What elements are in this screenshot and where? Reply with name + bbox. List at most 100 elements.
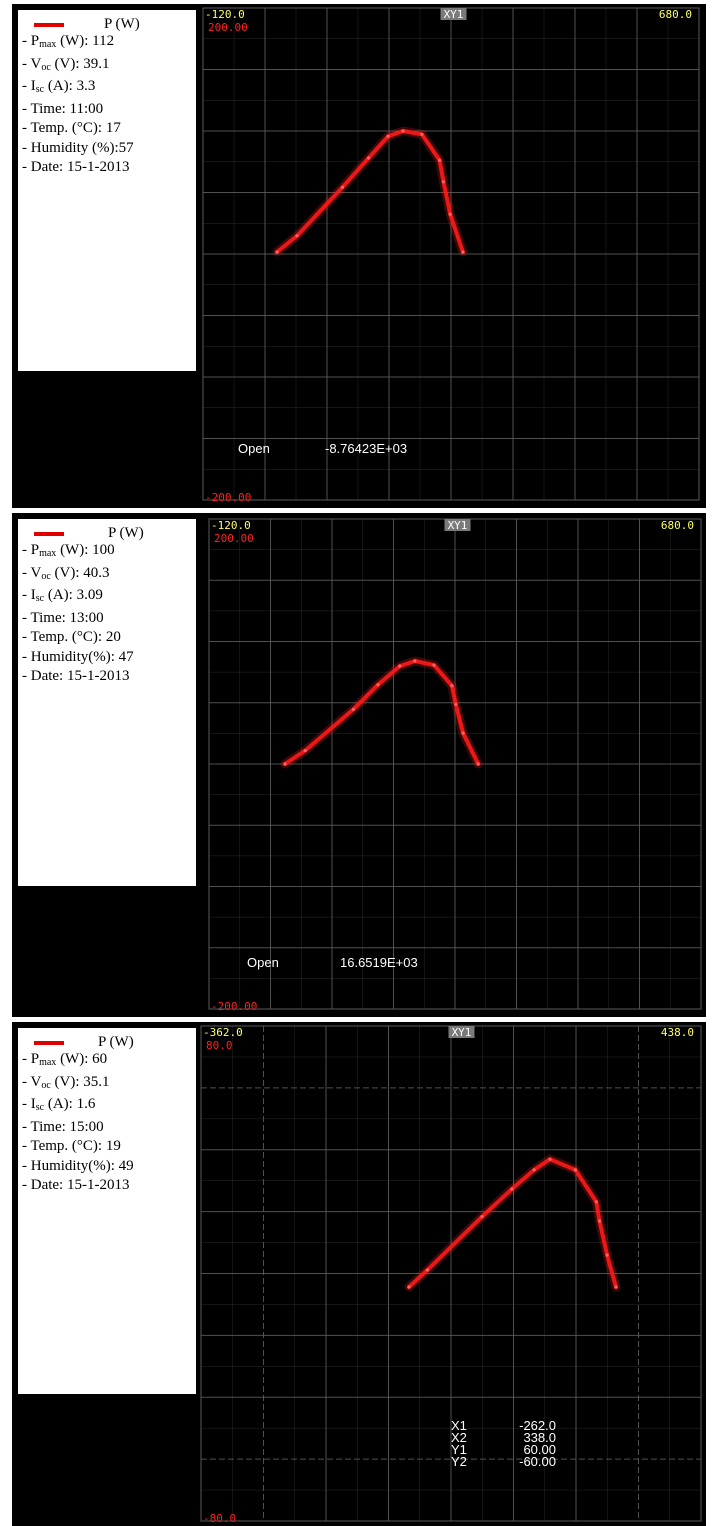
legend-item-value: (A): 3.3 <box>44 78 96 94</box>
readout-label: Y1 <box>451 1442 467 1457</box>
legend-swatch <box>34 1041 64 1045</box>
plot-svg: -362.0 438.0 XY1 80.0 -80.0 X1 -262.0 X2 338.0 Y1… <box>199 1024 704 1524</box>
legend-item-subscript: oc <box>41 570 51 582</box>
legend-item-prefix: - I <box>22 78 36 94</box>
readout-label: X2 <box>451 1430 467 1445</box>
legend-item-prefix: - I <box>22 587 36 603</box>
legend-item-prefix: - Temp. (°C): 17 <box>22 120 121 136</box>
legend-item-value: (V): 39.1 <box>50 55 110 72</box>
trace-point <box>548 1157 552 1161</box>
trace-point <box>401 129 405 133</box>
label-background <box>448 1026 475 1038</box>
oscilloscope-screen: -120.0 680.0 XY1 200.00 -200.00 Open -8.76423E… <box>201 6 702 503</box>
legend-item: - Isc (A): 1.6 <box>22 1095 196 1118</box>
legend-item: - Humidity (%):57 <box>22 139 196 159</box>
axis-label: 680.0 <box>661 519 694 532</box>
legend-item-subscript: sc <box>35 84 45 95</box>
axis-label: 80.0 <box>206 1039 233 1052</box>
legend-item: - Date: 15-1-2013 <box>22 667 196 687</box>
axis-label: 438.0 <box>661 1026 694 1039</box>
legend-item: - Time: 15:00 <box>22 1118 196 1138</box>
readout-value: 338.0 <box>523 1430 556 1445</box>
legend-item-prefix: - Date: 15-1-2013 <box>22 668 130 684</box>
oscilloscope-screen: -120.0 680.0 XY1 200.00 -200.00 Open 16.6519E+… <box>207 517 704 1012</box>
legend-box: P (W) - Pmax (W): 100- Voc (V): 40.3- Is… <box>18 519 196 886</box>
trace-point <box>605 1253 609 1257</box>
legend-box: P (W) - Pmax (W): 112- Voc (V): 39.1- Is… <box>18 10 196 371</box>
axis-label: XY1 <box>448 519 468 532</box>
legend-item: - Pmax (W): 112 <box>22 32 196 55</box>
legend-list: - Pmax (W): 100- Voc (V): 40.3- Isc (A):… <box>18 541 196 687</box>
legend-box: P (W) - Pmax (W): 60- Voc (V): 35.1- Isc… <box>18 1028 196 1394</box>
legend-item: - Temp. (°C): 19 <box>22 1137 196 1157</box>
legend-item: - Isc (A): 3.3 <box>22 77 196 100</box>
trace-point <box>367 156 371 160</box>
readout-label: Y2 <box>451 1454 467 1469</box>
trace-point <box>510 1187 514 1191</box>
readout-value: -8.76423E+03 <box>325 441 407 456</box>
legend-item-prefix: - Date: 15-1-2013 <box>22 1177 130 1193</box>
legend-item-subscript: sc <box>35 1102 45 1113</box>
axis-label: -362.0 <box>203 1026 243 1039</box>
readout-value: 16.6519E+03 <box>340 955 418 970</box>
trace-point <box>413 659 417 663</box>
legend-item-subscript: sc <box>35 593 45 604</box>
trace-point <box>461 731 465 735</box>
legend-item: - Date: 15-1-2013 <box>22 1176 196 1196</box>
legend-series-label: P (W) <box>104 16 140 32</box>
legend-item-value: (A): 1.6 <box>44 1096 96 1112</box>
legend-item-prefix: - P <box>22 33 40 49</box>
axis-label: XY1 <box>444 8 464 21</box>
trace-point <box>454 702 458 706</box>
trace-point <box>398 664 402 668</box>
legend-list: - Pmax (W): 60- Voc (V): 35.1- Isc (A): … <box>18 1050 196 1196</box>
legend-item-prefix: - Time: 11:00 <box>22 100 104 117</box>
trace-point <box>438 158 442 162</box>
legend-item-prefix: - I <box>22 1096 36 1112</box>
legend-swatch <box>34 532 64 536</box>
chart-panel-3: P (W) - Pmax (W): 60- Voc (V): 35.1- Isc… <box>12 1022 706 1526</box>
legend-item-value: (V): 40.3 <box>50 564 110 581</box>
trace-point <box>450 684 454 688</box>
plot-svg: -120.0 680.0 XY1 200.00 -200.00 Open 16.6519E+… <box>207 517 704 1012</box>
legend-item-prefix: - Temp. (°C): 20 <box>22 629 121 645</box>
readout-value: 60.00 <box>523 1442 556 1457</box>
axis-label: -80.0 <box>203 1512 236 1524</box>
oscilloscope-screen: -362.0 438.0 XY1 80.0 -80.0 X1 -262.0 X2 338.0 Y1… <box>199 1024 704 1524</box>
trace-point <box>597 1219 602 1223</box>
label-background <box>444 519 471 531</box>
trace-point <box>425 1268 429 1272</box>
trace-point <box>573 1168 577 1172</box>
trace-point <box>351 707 355 711</box>
trace-point <box>386 134 390 138</box>
legend-list: - Pmax (W): 112- Voc (V): 39.1- Isc (A):… <box>18 32 196 178</box>
axis-label: -200.00 <box>205 491 251 503</box>
readout-value: -262.0 <box>519 1418 556 1433</box>
legend-item: - Pmax (W): 100 <box>22 541 196 564</box>
trace-point <box>614 1285 618 1289</box>
axis-label: -120.0 <box>205 8 245 21</box>
legend-item-subscript: max <box>39 1057 57 1068</box>
trace-point <box>476 762 480 766</box>
legend-item-prefix: - Humidity(%): 49 <box>22 1157 134 1174</box>
legend-swatch <box>34 23 64 27</box>
chart-panel-1: P (W) - Pmax (W): 112- Voc (V): 39.1- Is… <box>12 4 706 508</box>
chart-panel-2: P (W) - Pmax (W): 100- Voc (V): 40.3- Is… <box>12 513 706 1017</box>
legend-item-prefix: - V <box>22 1073 42 1090</box>
legend-item: - Date: 15-1-2013 <box>22 158 196 178</box>
trace-point <box>275 250 279 254</box>
trace-point <box>283 762 287 766</box>
readout-value: -60.00 <box>519 1454 556 1469</box>
readout-label: Open <box>247 955 279 970</box>
axis-label: -200.00 <box>211 1000 257 1012</box>
legend-item: - Humidity(%): 47 <box>22 648 196 668</box>
legend-item-prefix: - Humidity(%): 47 <box>22 648 134 665</box>
axis-label: -120.0 <box>211 519 251 532</box>
legend-item-value: (W): 112 <box>56 33 115 49</box>
trace-point <box>420 132 424 136</box>
legend-item-subscript: max <box>39 39 57 50</box>
axis-label: 680.0 <box>659 8 692 21</box>
legend-item-prefix: - V <box>22 55 42 72</box>
legend-item: - Temp. (°C): 17 <box>22 119 196 139</box>
trace-point <box>448 212 452 216</box>
